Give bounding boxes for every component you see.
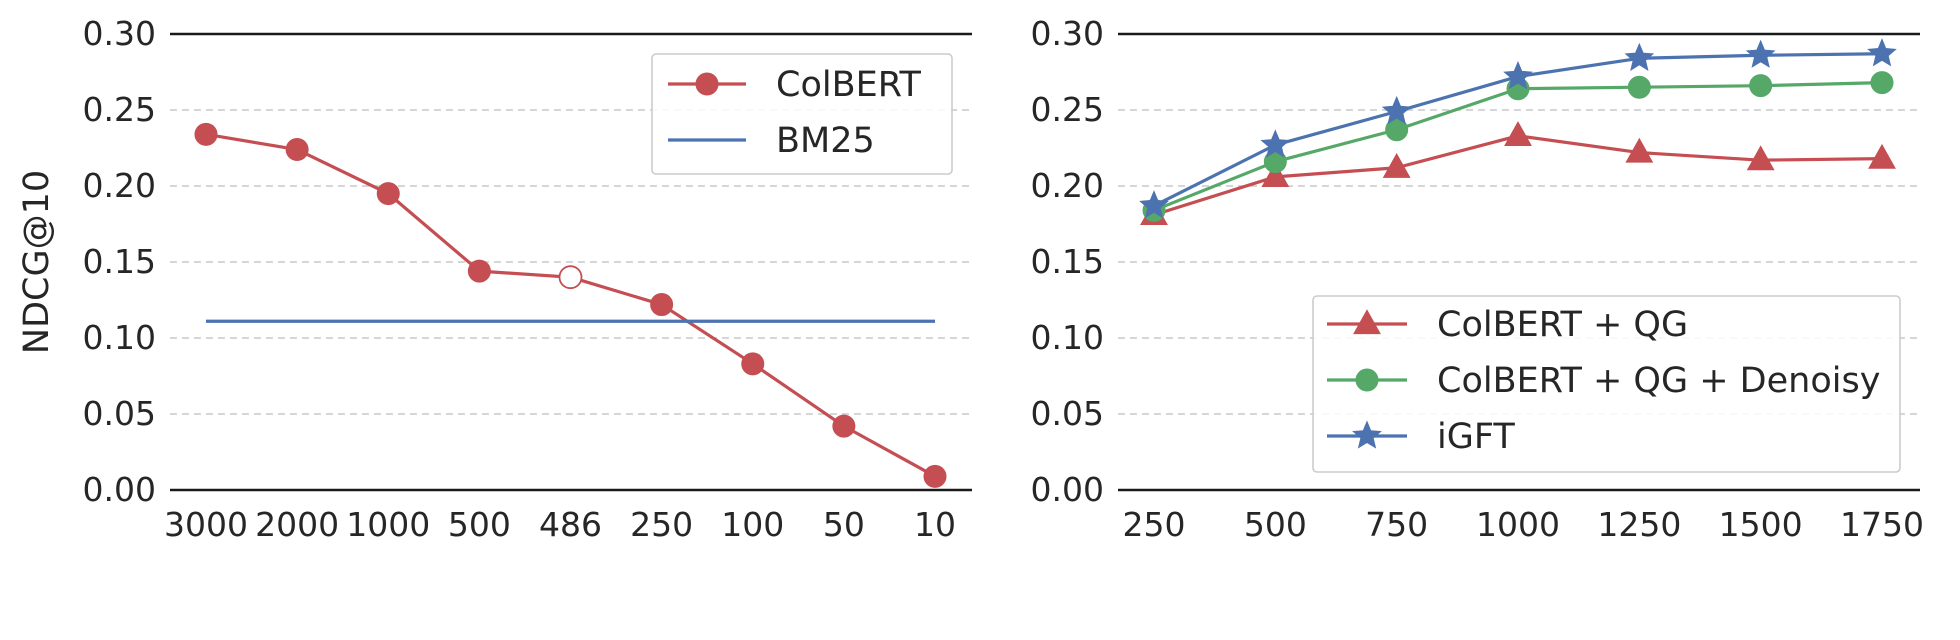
data-point [376,182,400,206]
y-tick-label: 0.10 [83,318,156,357]
legend-label: BM25 [776,121,875,161]
legend-label: ColBERT + QG + Denoisy [1437,361,1880,401]
x-tick-label: 250 [630,505,693,544]
data-point [1745,39,1776,68]
legend-marker [695,72,719,96]
left-chart-panel: 0.00 0.05 0.10 0.15 0.20 0.25 0.30 3000 2000 1000… [17,14,972,544]
data-point [1870,71,1894,95]
data-point [1749,74,1773,98]
legend-box [1312,295,1901,473]
legend-marker [1353,309,1381,335]
x-tick-label: 10 [914,505,956,544]
data-point [1868,143,1896,169]
y-tick-label: 0.05 [1031,394,1104,433]
x-tick-label: 50 [823,505,865,544]
x-tick-label: 2000 [255,505,339,544]
data-point [1627,75,1651,99]
x-tick-label: 250 [1123,505,1186,544]
y-tick-label: 0.00 [1031,470,1104,509]
y-tick-label: 0.10 [1031,318,1104,357]
data-point [741,352,765,376]
legend-marker [1355,368,1379,392]
x-tick-label: 750 [1365,505,1428,544]
legend-label: ColBERT [776,65,921,105]
legend: ColBERT + QG ColBERT + QG + Denoisy iGFT [1312,295,1901,473]
data-point [1382,152,1411,178]
x-tick-label: 1500 [1719,505,1803,544]
y-tick-label: 0.30 [83,14,156,53]
x-tick-label: 100 [721,505,784,544]
y-tick-label: 0.30 [1031,14,1104,53]
x-tick-label: 500 [1244,505,1307,544]
y-tick-label: 0.20 [83,166,156,205]
x-tick-label: 500 [448,505,511,544]
y-tick-label: 0.15 [1031,242,1104,281]
legend: ColBERT BM25 [651,53,953,175]
y-tick-label: 0.25 [83,90,156,129]
data-point [832,414,856,438]
y-tick-label: 0.25 [1031,90,1104,129]
data-point [558,265,583,290]
data-point [194,122,218,146]
x-tick-label: 1000 [1476,505,1560,544]
data-point [1503,60,1533,90]
x-tick-label: 3000 [164,505,248,544]
y-tick-label: 0.15 [83,242,156,281]
data-point [923,464,947,488]
data-point [1261,162,1290,188]
data-point [1385,118,1409,142]
data-point [650,293,674,317]
data-point [1625,137,1654,163]
x-tick-label: 1750 [1840,505,1924,544]
x-tick-label: 1250 [1597,505,1681,544]
y-tick-label: 0.00 [83,470,156,509]
legend-marker [1352,420,1382,449]
data-point [1867,38,1897,67]
y-tick-label: 0.20 [1031,166,1104,205]
legend-label: ColBERT + QG [1437,305,1688,345]
x-tick-label: 486 [539,505,602,544]
data-point [1139,190,1169,219]
y-tick-label: 0.05 [83,394,156,433]
legend-label: iGFT [1437,417,1515,457]
data-point [1381,95,1412,125]
data-point [1260,129,1291,158]
data-point [285,138,309,162]
x-tick-label: 1000 [346,505,430,544]
right-chart-panel: 0.00 0.05 0.10 0.15 0.20 0.25 0.30 250 500 750 100… [1031,14,1924,544]
y-axis-label: NDCG@10 [17,170,57,354]
series-line-colbert-qg-denoisy [1153,81,1883,212]
data-point [1504,121,1532,146]
data-point [1624,42,1655,71]
series-line-colbert-qg [1153,134,1883,217]
data-point [467,259,491,283]
data-point [1746,145,1775,171]
